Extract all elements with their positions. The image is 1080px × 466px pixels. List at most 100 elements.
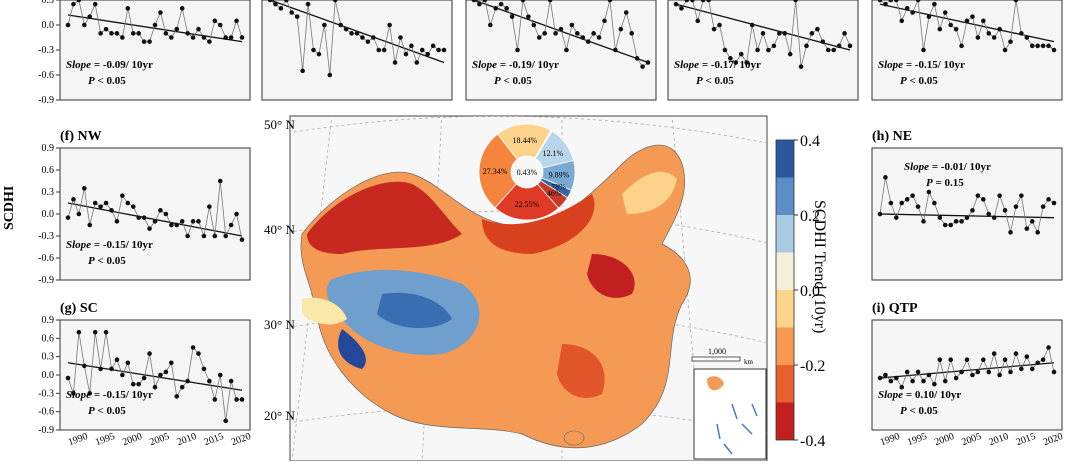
- panel-i: (i) QTP 1990 1995 2000 2005 2010 2015 2020 Slope…: [871, 300, 1064, 448]
- data-point: [82, 363, 87, 369]
- colorbar-swatch: [776, 177, 794, 215]
- data-point: [498, 1, 504, 7]
- data-point: [804, 43, 809, 49]
- colorbar-svg: 0.4 0.2 0.0 -0.2 -0.4: [775, 133, 825, 450]
- data-point: [398, 35, 403, 40]
- data-point: [910, 10, 915, 15]
- data-point: [926, 14, 932, 19]
- data-point: [169, 222, 174, 228]
- data-point: [975, 35, 981, 40]
- data-point: [986, 211, 992, 217]
- data-point: [71, 391, 76, 396]
- data-point: [932, 200, 937, 206]
- data-point: [921, 219, 926, 224]
- data-point: [436, 47, 441, 53]
- panel-h: (h) NE Slope = -0.01/ 10yr P = 0.15: [871, 128, 1063, 284]
- panel-top-2: [261, 0, 453, 104]
- colorbar-tick-label: 0.4: [800, 133, 820, 150]
- data-point: [942, 378, 948, 384]
- data-point: [392, 60, 398, 65]
- data-point: [847, 43, 853, 49]
- data-point: [163, 211, 169, 217]
- x-tick-label: 2015: [1015, 431, 1038, 448]
- data-point: [1035, 360, 1040, 366]
- x-tick-label: 2015: [203, 431, 226, 448]
- data-point: [120, 193, 125, 198]
- data-point: [883, 372, 888, 378]
- data-point: [212, 233, 218, 239]
- data-point: [179, 6, 185, 11]
- data-point: [109, 208, 114, 213]
- data-point: [613, 47, 618, 53]
- data-point: [493, 6, 499, 11]
- data-point: [504, 6, 509, 11]
- data-point: [201, 35, 207, 40]
- data-point: [942, 222, 948, 228]
- y-tick-label: 0.0: [42, 20, 55, 31]
- data-point: [147, 226, 152, 231]
- data-point: [343, 26, 349, 32]
- p-value: = 0.15: [933, 177, 965, 189]
- data-point: [92, 200, 98, 206]
- data-point: [997, 26, 1002, 32]
- data-point: [1051, 369, 1057, 375]
- data-point: [311, 47, 316, 53]
- data-point: [964, 18, 970, 24]
- data-point: [602, 18, 607, 24]
- chart-svg-h: (h) NE Slope = -0.01/ 10yr P = 0.15: [871, 129, 1063, 281]
- p-value: < 0.05: [501, 75, 533, 87]
- slope-label: Slope: [66, 239, 91, 251]
- plot-area: [871, 319, 1063, 431]
- x-tick-label: 2020: [230, 431, 253, 448]
- data-point: [71, 197, 76, 202]
- slope-annotation: Slope = -0.19/ 10yr: [472, 59, 559, 71]
- data-point: [926, 189, 932, 195]
- data-point: [542, 31, 547, 36]
- data-point: [953, 219, 959, 224]
- y-tick-label: 0.9: [42, 315, 55, 326]
- data-point: [419, 47, 425, 53]
- data-point: [706, 0, 711, 3]
- data-point: [997, 372, 1002, 378]
- map-pie-chart: 12.1% 9.89% 2.78%4.46%22.55% 27.34% 18.44% 0.…: [478, 123, 576, 221]
- data-point: [991, 35, 997, 40]
- data-point: [744, 60, 749, 65]
- data-point: [147, 351, 152, 356]
- panel-top-3: Slope = -0.19/ 10yr P < 0.05: [465, 0, 657, 104]
- data-point: [136, 215, 141, 220]
- data-point: [217, 178, 223, 184]
- data-point: [125, 200, 131, 206]
- data-point: [679, 6, 684, 11]
- data-point: [509, 14, 515, 19]
- data-point: [207, 204, 212, 209]
- data-point: [629, 31, 634, 36]
- panel-g: (g) SC 0.9 0.6 0.3 0.0 -0.3 -0.6 -0.9 1990 1995 20…: [38, 300, 252, 448]
- chart-svg-top-4: Slope = -0.17/ 10yr P < 0.05: [667, 0, 859, 101]
- y-tick-label: 0.3: [42, 352, 55, 363]
- data-point: [223, 35, 228, 40]
- data-point: [926, 372, 932, 378]
- data-point: [65, 215, 71, 220]
- data-point: [1019, 366, 1024, 372]
- data-point: [338, 22, 343, 28]
- data-point: [471, 0, 477, 3]
- y-tick-label: 0.6: [42, 165, 55, 176]
- data-point: [163, 31, 169, 36]
- data-point: [749, 22, 755, 28]
- chart-title: (h) NE: [872, 129, 912, 144]
- data-point: [937, 26, 943, 32]
- p-value: < 0.05: [907, 75, 939, 87]
- data-point: [147, 39, 152, 44]
- slope-label: Slope: [904, 161, 929, 173]
- p-label: P: [494, 75, 501, 87]
- data-point: [1008, 230, 1013, 235]
- data-point: [695, 18, 701, 24]
- data-point: [141, 375, 147, 381]
- data-point: [228, 35, 234, 40]
- data-point: [888, 378, 894, 384]
- map-svg: 12.1% 9.89% 2.78%4.46%22.55% 27.34% 18.44% 0.…: [264, 115, 768, 462]
- slope-value: = -0.15/ 10yr: [91, 389, 153, 401]
- data-point: [1040, 204, 1046, 209]
- data-point: [738, 51, 744, 57]
- data-point: [120, 35, 125, 40]
